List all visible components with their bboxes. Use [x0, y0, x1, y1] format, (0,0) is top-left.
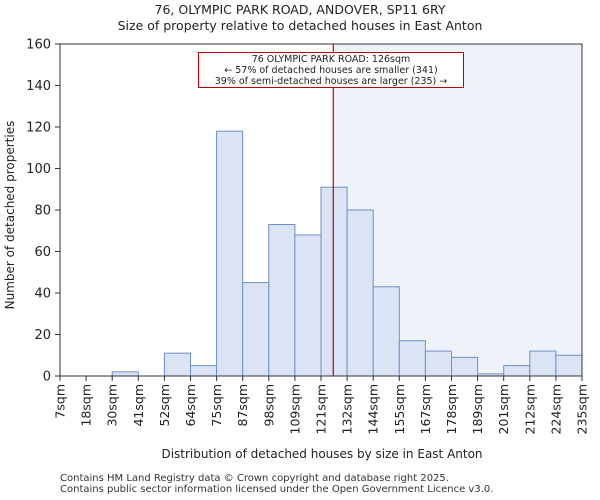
x-tick-label-52sqm: 52sqm	[157, 384, 172, 427]
x-tick-label-224sqm: 224sqm	[548, 384, 563, 434]
y-tick-label-40: 40	[34, 287, 51, 302]
bar-64sqm	[190, 365, 218, 377]
bar-224sqm	[555, 354, 583, 377]
y-axis-label: Number of detached properties	[3, 121, 17, 310]
x-tick-label-201sqm: 201sqm	[496, 384, 511, 434]
y-tick-label-120: 120	[26, 121, 51, 136]
y-tick-label-80: 80	[34, 204, 51, 219]
bar-155sqm	[398, 340, 426, 377]
bar-87sqm	[242, 282, 270, 377]
bar-178sqm	[451, 356, 479, 377]
x-tick-label-30sqm: 30sqm	[105, 384, 120, 427]
x-tick-label-64sqm: 64sqm	[183, 384, 198, 427]
bar-167sqm	[424, 350, 452, 377]
y-tick-label-0: 0	[43, 370, 51, 385]
bar-109sqm	[294, 234, 322, 377]
x-tick-label-132sqm: 132sqm	[340, 384, 355, 434]
x-tick-label-41sqm: 41sqm	[131, 384, 146, 427]
x-tick-label-235sqm: 235sqm	[575, 384, 590, 434]
bar-75sqm	[216, 130, 244, 377]
x-tick-label-75sqm: 75sqm	[209, 384, 224, 427]
y-tick-label-20: 20	[34, 328, 51, 343]
x-tick-label-18sqm: 18sqm	[79, 384, 94, 427]
y-tick-label-140: 140	[26, 79, 51, 94]
x-tick-label-109sqm: 109sqm	[287, 384, 302, 434]
y-tick-label-60: 60	[34, 245, 51, 260]
footer-licence: Contains public sector information licen…	[60, 484, 494, 495]
footer-copyright: Contains HM Land Registry data © Crown c…	[60, 473, 449, 484]
chart-title: 76, OLYMPIC PARK ROAD, ANDOVER, SP11 6RY	[154, 2, 446, 17]
x-tick-label-178sqm: 178sqm	[444, 384, 459, 434]
bar-98sqm	[268, 224, 296, 377]
bar-201sqm	[503, 365, 531, 377]
bar-30sqm	[111, 371, 139, 377]
bar-132sqm	[346, 209, 374, 377]
bar-144sqm	[372, 286, 400, 377]
y-tick-label-160: 160	[26, 38, 51, 53]
x-tick-label-87sqm: 87sqm	[235, 384, 250, 427]
bar-212sqm	[529, 350, 557, 377]
annotation-line-1: 76 OLYMPIC PARK ROAD: 126sqm	[251, 54, 411, 65]
annotation-line-2: ← 57% of detached houses are smaller (34…	[224, 65, 438, 76]
bar-52sqm	[163, 352, 191, 377]
annotation-line-3: 39% of semi-detached houses are larger (…	[214, 76, 448, 87]
bar-121sqm	[320, 186, 348, 377]
x-tick-label-98sqm: 98sqm	[261, 384, 276, 427]
x-tick-label-167sqm: 167sqm	[418, 384, 433, 434]
x-tick-label-155sqm: 155sqm	[392, 384, 407, 434]
y-tick-label-100: 100	[26, 162, 51, 177]
x-axis-label: Distribution of detached houses by size …	[161, 447, 482, 461]
x-tick-label-212sqm: 212sqm	[522, 384, 537, 434]
chart-subtitle: Size of property relative to detached ho…	[117, 18, 483, 33]
property-annotation: 76 OLYMPIC PARK ROAD: 126sqm ← 57% of de…	[198, 52, 464, 88]
x-tick-label-121sqm: 121sqm	[314, 384, 329, 434]
x-tick-label-189sqm: 189sqm	[470, 384, 485, 434]
x-tick-label-144sqm: 144sqm	[366, 384, 381, 434]
x-tick-label-7sqm: 7sqm	[53, 384, 68, 419]
